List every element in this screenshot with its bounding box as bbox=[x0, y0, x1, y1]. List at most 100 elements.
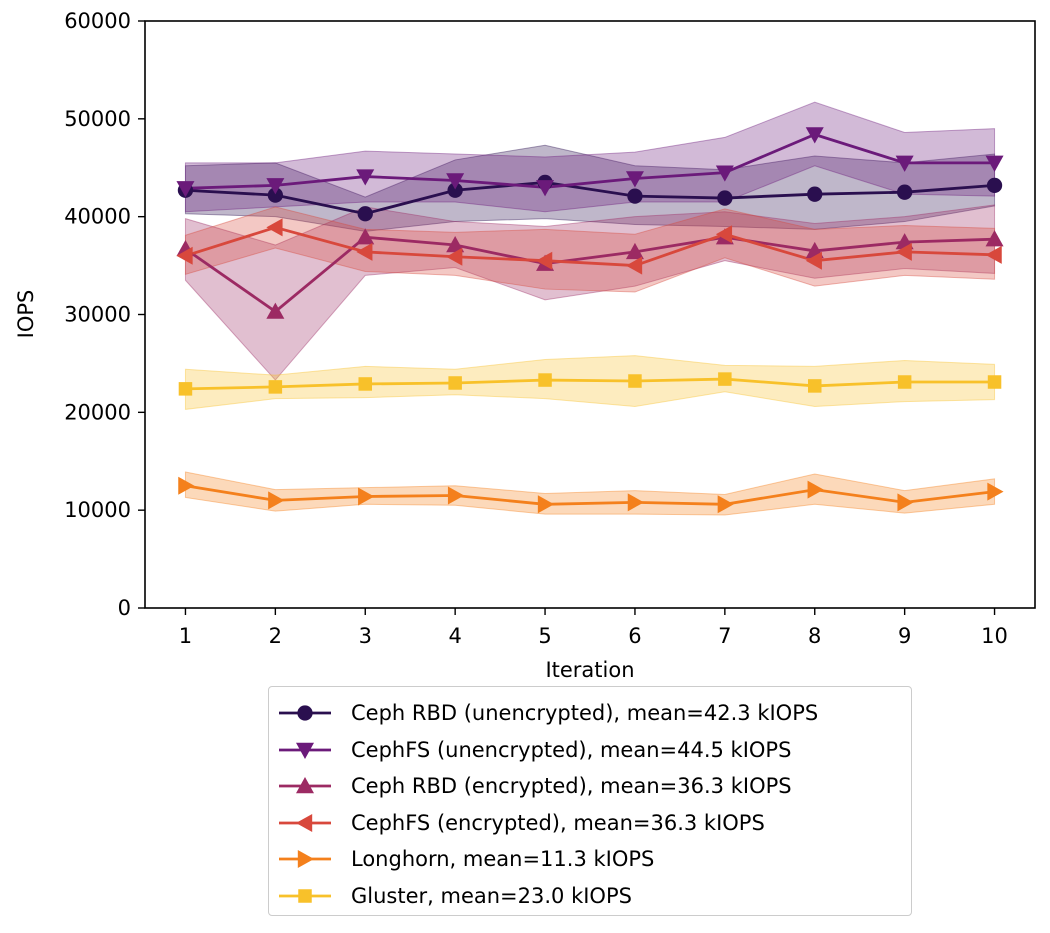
series-1-point bbox=[805, 127, 824, 144]
series-4-point bbox=[178, 476, 195, 495]
y-tick-label: 30000 bbox=[64, 303, 131, 327]
series-2-point bbox=[625, 242, 644, 260]
series-2-point bbox=[446, 236, 465, 253]
legend-item: Ceph RBD (encrypted), mean=36.3 kIOPS bbox=[269, 768, 792, 804]
series-4-point bbox=[897, 493, 914, 512]
x-tick-label: 9 bbox=[898, 624, 911, 648]
series-2-line bbox=[184, 235, 995, 314]
x-tick-label: 7 bbox=[718, 624, 731, 648]
series-0-point bbox=[627, 188, 643, 204]
series-3-point bbox=[266, 218, 283, 237]
series-5-band bbox=[184, 355, 996, 410]
series-3-point bbox=[625, 256, 643, 275]
y-tick-label: 20000 bbox=[64, 400, 131, 424]
series-4-point bbox=[358, 487, 375, 506]
legend-item: Longhorn, mean=11.3 kIOPS bbox=[269, 841, 654, 877]
legend-label: Longhorn, mean=11.3 kIOPS bbox=[351, 847, 655, 871]
series-3-band bbox=[184, 206, 996, 293]
series-5-point bbox=[628, 374, 642, 388]
series-4-point bbox=[627, 493, 644, 512]
series-3-point bbox=[985, 245, 1002, 264]
series-4-line bbox=[185, 484, 995, 506]
legend-swatch bbox=[279, 850, 331, 868]
series-3-point bbox=[446, 247, 463, 266]
series-4-point bbox=[987, 482, 1004, 501]
series-1-point bbox=[895, 155, 914, 172]
x-tick-label: 5 bbox=[538, 624, 551, 648]
series-1-point bbox=[536, 180, 555, 197]
legend-label: Gluster, mean=23.0 kIOPS bbox=[351, 883, 632, 908]
series-5-line bbox=[185, 377, 995, 391]
series-2-point bbox=[356, 228, 375, 245]
legend-swatch-marker bbox=[296, 742, 314, 759]
series-1-band bbox=[184, 101, 996, 213]
series-0-point bbox=[807, 186, 823, 202]
series-2-point bbox=[985, 230, 1004, 247]
legend-swatch-marker bbox=[297, 850, 314, 868]
legend-swatch-marker bbox=[297, 705, 313, 721]
series-4-point bbox=[717, 495, 734, 514]
series-1-point bbox=[266, 178, 285, 195]
y-tick-label: 50000 bbox=[64, 107, 131, 131]
series-5-point bbox=[538, 373, 552, 387]
legend-swatch-marker bbox=[298, 888, 312, 903]
series-1-point bbox=[446, 173, 465, 190]
legend-label: CephFS (unencrypted), mean=44.5 kIOPS bbox=[351, 737, 792, 762]
series-0-point bbox=[717, 190, 733, 206]
series-3-point bbox=[356, 242, 373, 261]
legend-swatch bbox=[279, 705, 331, 721]
series-4-point bbox=[537, 495, 555, 514]
series-1-point bbox=[356, 169, 375, 186]
series-4-band bbox=[184, 471, 996, 516]
series-5-point bbox=[987, 375, 1002, 389]
legend-swatch-marker bbox=[296, 813, 313, 832]
legend-swatch-marker bbox=[296, 777, 314, 794]
series-4-point bbox=[268, 491, 285, 510]
series-3-point bbox=[805, 251, 822, 270]
series-5-point bbox=[358, 377, 373, 391]
x-tick-label: 1 bbox=[179, 624, 192, 648]
legend-swatch bbox=[279, 777, 331, 794]
legend-item: Gluster, mean=23.0 kIOPS bbox=[269, 878, 632, 914]
y-tick-label: 10000 bbox=[64, 498, 131, 522]
legend-swatch bbox=[279, 742, 331, 759]
y-tick-label: 40000 bbox=[64, 205, 131, 229]
legend-swatch bbox=[279, 888, 331, 903]
series-4-point bbox=[807, 480, 824, 499]
x-tick-label: 3 bbox=[359, 624, 372, 648]
series-5-point bbox=[448, 376, 462, 390]
x-axis-label: Iteration bbox=[545, 658, 634, 682]
series-4-point bbox=[447, 486, 465, 505]
legend-label: Ceph RBD (encrypted), mean=36.3 kIOPS bbox=[351, 774, 792, 798]
y-tick-label: 60000 bbox=[64, 9, 131, 33]
series-1-line bbox=[185, 132, 995, 190]
x-tick-label: 10 bbox=[981, 624, 1008, 648]
series-3-point bbox=[715, 225, 733, 244]
series-0-point bbox=[267, 187, 284, 203]
y-axis-label: IOPS bbox=[14, 290, 38, 339]
legend-swatch bbox=[279, 813, 331, 832]
series-5-point bbox=[897, 375, 912, 389]
series-5-point bbox=[178, 382, 193, 396]
series-2-point bbox=[266, 302, 285, 319]
legend-label: Ceph RBD (unencrypted), mean=42.3 kIOPS bbox=[351, 701, 819, 725]
legend-item: CephFS (encrypted), mean=36.3 kIOPS bbox=[269, 805, 765, 841]
legend-item: Ceph RBD (unencrypted), mean=42.3 kIOPS bbox=[269, 695, 818, 731]
x-tick-label: 6 bbox=[628, 624, 641, 648]
series-0-point bbox=[896, 184, 913, 200]
series-3-point bbox=[176, 246, 193, 265]
series-3-line bbox=[185, 225, 995, 267]
y-tick-label: 0 bbox=[118, 596, 131, 620]
series-5-point bbox=[807, 379, 822, 393]
legend: Ceph RBD (unencrypted), mean=42.3 kIOPS C… bbox=[268, 686, 912, 916]
series-1-point bbox=[715, 165, 734, 182]
series-5-point bbox=[268, 380, 283, 394]
series-5-point bbox=[718, 372, 732, 386]
series-0-point bbox=[357, 206, 373, 222]
legend-label: CephFS (encrypted), mean=36.3 kIOPS bbox=[351, 810, 765, 835]
series-3-point bbox=[895, 242, 912, 261]
series-0-point bbox=[986, 177, 1003, 194]
series-1-point bbox=[176, 181, 195, 198]
series-0-point bbox=[447, 182, 463, 198]
